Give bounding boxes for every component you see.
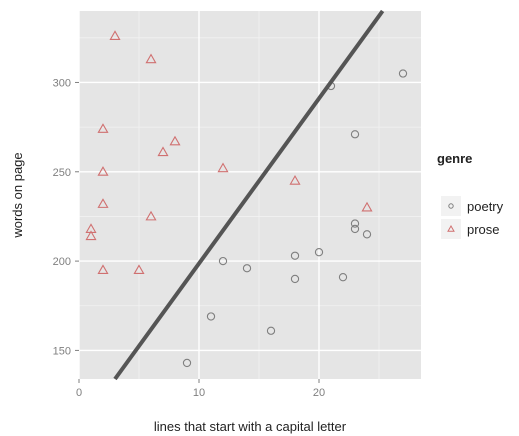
prose-point: [85, 230, 97, 241]
prose-point: [97, 123, 109, 133]
prose-point: [145, 210, 157, 221]
legend: genre poetry prose: [437, 151, 504, 239]
x-tick-label: 20: [313, 387, 325, 399]
poetry-point: [290, 251, 300, 260]
poetry-point: [182, 358, 192, 368]
y-tick-label: 200: [53, 256, 71, 268]
prose-point: [217, 162, 229, 173]
prose-point: [145, 53, 157, 64]
poetry-point: [242, 264, 252, 273]
data-points: [85, 30, 408, 368]
legend-key-box: [441, 219, 461, 239]
legend-title: genre: [437, 151, 472, 166]
prose-point: [109, 30, 121, 41]
y-tick-label: 300: [53, 77, 71, 89]
poetry-point: [218, 256, 228, 266]
y-tick-label: 150: [53, 345, 71, 357]
legend-items: poetry prose: [441, 196, 504, 239]
prose-point: [289, 175, 301, 185]
legend-key-box: [441, 196, 461, 216]
legend-label-poetry: poetry: [467, 199, 504, 214]
y-axis-ticks: 150 200 250 300: [53, 77, 79, 357]
poetry-point: [206, 312, 216, 321]
prose-point: [133, 264, 145, 275]
x-axis-title: lines that start with a capital letter: [154, 419, 347, 434]
trend-line: [113, 9, 385, 381]
prose-point: [97, 198, 109, 208]
legend-key-poetry: [448, 203, 454, 209]
x-tick-label: 10: [193, 387, 205, 399]
poetry-point: [314, 248, 324, 257]
poetry-point: [398, 69, 408, 78]
prose-point: [97, 166, 109, 176]
legend-key-prose: [447, 224, 455, 232]
poetry-point: [350, 219, 360, 228]
prose-point: [157, 146, 169, 157]
prose-point: [97, 264, 109, 275]
poetry-point: [362, 230, 372, 239]
poetry-point: [350, 130, 360, 139]
x-tick-label: 0: [76, 387, 82, 399]
y-tick-label: 250: [53, 167, 71, 179]
prose-point: [361, 201, 373, 212]
poetry-point: [290, 274, 300, 284]
poetry-point: [350, 224, 360, 234]
poetry-point: [266, 326, 276, 335]
poetry-point: [338, 273, 348, 282]
legend-label-prose: prose: [467, 222, 500, 237]
prose-point: [169, 135, 181, 146]
y-axis-title: words on page: [10, 152, 25, 238]
x-axis-ticks: 0 10 20: [76, 379, 325, 399]
